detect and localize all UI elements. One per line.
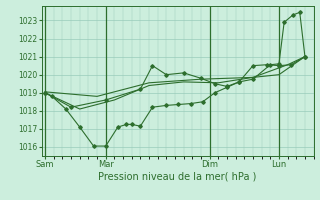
X-axis label: Pression niveau de la mer( hPa ): Pression niveau de la mer( hPa ) [99,172,257,182]
